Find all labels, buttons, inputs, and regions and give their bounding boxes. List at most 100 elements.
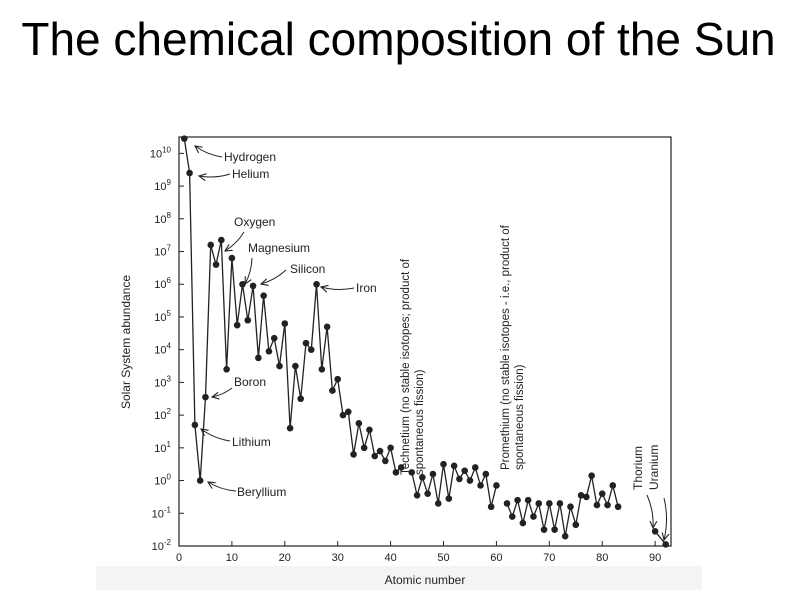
vertical-note-line: spontaneous fission)	[514, 364, 526, 470]
x-tick-label: 0	[176, 552, 182, 564]
data-point	[598, 490, 606, 497]
slide-title-text: The chemical composition of the Sun	[21, 13, 776, 65]
annotation-arrow	[261, 269, 287, 284]
annotation-arrow	[245, 257, 253, 284]
data-point	[281, 320, 289, 327]
y-tick-label: 109	[154, 178, 171, 193]
data-point	[614, 503, 622, 511]
x-tick-label: 40	[384, 552, 396, 564]
data-point	[344, 408, 352, 416]
data-point	[339, 411, 347, 419]
y-tick-label: 10-2	[152, 538, 172, 553]
data-point	[212, 261, 220, 268]
axes-layer: 0 10 20 30 40 50 60 70 80 90 10-2 10-1 100 101 102 103 1…	[150, 145, 661, 564]
data-point	[392, 469, 400, 476]
data-point	[180, 135, 188, 142]
vertical-note-line: spontaneous fission)	[414, 369, 426, 475]
data-point	[202, 393, 209, 401]
y-tick-label: 104	[154, 342, 171, 357]
annotation-label: Lithium	[232, 435, 271, 449]
data-point	[551, 526, 558, 533]
vertical-note-line: Promethium (no stable isotopes - i.e., p…	[500, 224, 512, 470]
data-point	[196, 477, 204, 484]
data-point	[583, 493, 590, 501]
chart-bottom-band	[96, 566, 702, 590]
data-point	[503, 500, 511, 507]
data-point	[260, 292, 267, 299]
annotation-arrow	[201, 429, 231, 442]
data-point	[434, 500, 442, 507]
x-tick-label: 50	[437, 552, 449, 564]
data-point	[524, 496, 532, 504]
data-point	[593, 501, 601, 509]
abundance-series-line	[506, 475, 619, 537]
data-point	[318, 366, 326, 373]
data-point	[255, 354, 262, 362]
data-point	[604, 501, 611, 509]
data-point	[387, 444, 394, 452]
data-point	[239, 280, 246, 288]
y-tick-label: 108	[154, 211, 171, 226]
data-point	[307, 346, 315, 353]
data-point	[588, 472, 595, 479]
data-point	[445, 495, 453, 502]
annotation-arrow	[212, 387, 233, 397]
y-tick-label: 102	[154, 407, 171, 422]
data-point	[651, 527, 659, 535]
vertical-note-line: Technetium (no stable isotopes; product …	[400, 258, 412, 475]
data-point	[530, 513, 537, 520]
annotation-label: Thorium	[631, 446, 645, 490]
data-point	[350, 451, 357, 458]
data-point	[313, 280, 320, 288]
data-point	[207, 241, 215, 249]
annotation-arrow	[199, 174, 231, 177]
data-point	[334, 375, 342, 383]
annotation-label: Hydrogen	[224, 150, 276, 164]
data-point	[461, 467, 468, 475]
data-point	[265, 348, 273, 355]
annotation-label: Iron	[356, 281, 377, 295]
annotation-arrow	[225, 231, 245, 251]
annotations-layer: Hydrogen Helium Oxygen Magnesium Silicon Iron…	[195, 146, 667, 540]
data-point	[440, 460, 447, 468]
data-point	[662, 541, 670, 548]
data-point	[270, 334, 278, 342]
data-point	[466, 477, 474, 484]
annotation-label: Silicon	[290, 262, 325, 276]
data-point	[567, 503, 574, 511]
data-point	[397, 464, 405, 471]
data-point	[360, 444, 368, 452]
data-point	[228, 254, 236, 262]
data-point	[487, 503, 495, 511]
data-point	[249, 282, 257, 290]
data-point	[329, 387, 336, 394]
annotation-arrow	[208, 482, 237, 492]
y-axis-label: Solar System abundance	[119, 275, 133, 409]
annotation-label: Magnesium	[248, 241, 310, 255]
data-point	[371, 452, 379, 460]
data-point	[366, 426, 373, 434]
annotation-label: Oxygen	[234, 215, 275, 229]
data-point	[292, 362, 299, 370]
data-point	[456, 475, 463, 483]
data-point	[508, 513, 516, 520]
data-lines-layer	[183, 138, 667, 545]
data-point	[540, 526, 548, 533]
data-point	[218, 236, 225, 244]
annotation-label: Boron	[234, 375, 266, 389]
x-tick-label: 60	[490, 552, 502, 564]
data-point	[609, 482, 617, 489]
y-tick-label: 1010	[150, 145, 172, 160]
y-tick-label: 100	[154, 473, 171, 488]
annotation-label: Helium	[232, 167, 269, 181]
data-point	[223, 366, 230, 373]
y-tick-label: 105	[154, 309, 171, 324]
data-point	[556, 500, 564, 507]
data-point	[276, 362, 283, 370]
data-point	[233, 321, 241, 329]
annotation-arrow	[195, 146, 223, 158]
data-point	[382, 457, 389, 465]
data-point	[572, 521, 580, 529]
annotation-arrow	[664, 497, 667, 540]
